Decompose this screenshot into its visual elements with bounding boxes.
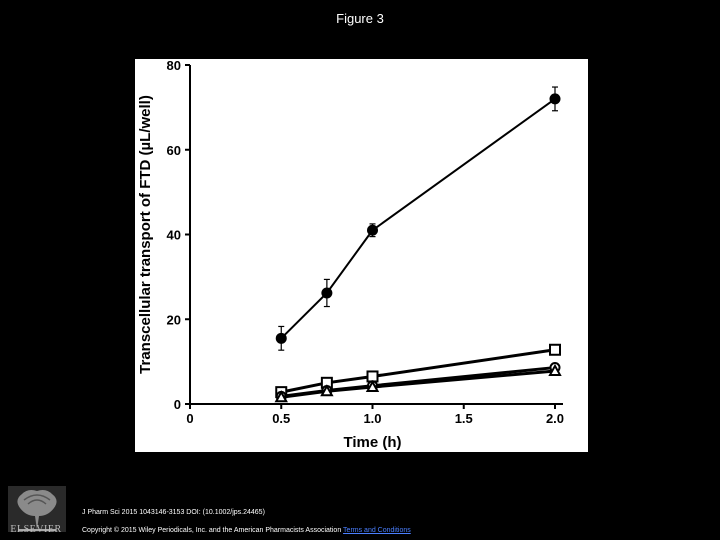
data-point [321, 287, 333, 299]
chart-panel: 0 20 40 60 80 0 0.5 1.0 1.5 2.0 Time (h) Transcellu… [135, 59, 588, 452]
terms-and-conditions-link[interactable]: Terms and Conditions [343, 527, 411, 534]
elsevier-tree-logo [8, 486, 66, 532]
x-axis-label: Time (h) [343, 434, 401, 451]
line-chart: 0 20 40 60 80 0 0.5 1.0 1.5 2.0 Time (h) Transcellu… [137, 59, 564, 451]
series-line [281, 369, 556, 399]
data-point [274, 390, 288, 403]
data-point [367, 224, 378, 236]
y-tick-label: 80 [167, 59, 181, 73]
y-tick-label: 60 [167, 143, 181, 158]
copyright-text: Copyright © 2015 Wiley Periodicals, Inc.… [82, 527, 344, 534]
x-tick-label: 0.5 [272, 411, 290, 426]
series-line [280, 98, 556, 340]
data-point [549, 343, 561, 356]
data-point [365, 379, 380, 393]
series-open-triangle [274, 363, 562, 403]
data-point [320, 384, 334, 397]
x-tick-label: 0 [186, 411, 193, 426]
figure-title: Figure 3 [336, 11, 384, 26]
citation-text: J Pharm Sci 2015 1043146-3153 DOI: (10.1… [82, 509, 265, 516]
series-line [280, 348, 556, 394]
x-tick-label: 1.5 [455, 411, 473, 426]
elsevier-logo-text: ELSEVIER [10, 524, 62, 535]
y-tick-label: 20 [167, 312, 181, 327]
series-filled-circle [275, 86, 561, 351]
data-point [366, 370, 379, 383]
data-point [549, 93, 561, 105]
x-tick-label: 2.0 [546, 411, 564, 426]
copyright-line: Copyright © 2015 Wiley Periodicals, Inc.… [82, 527, 411, 534]
x-tick-label: 1.0 [363, 411, 381, 426]
data-point [275, 332, 287, 344]
y-tick-label: 40 [167, 228, 181, 243]
y-axis-label: Transcellular transport of FTD (µL/well) [137, 95, 154, 374]
data-point [548, 363, 562, 376]
y-tick-label: 0 [174, 397, 181, 412]
